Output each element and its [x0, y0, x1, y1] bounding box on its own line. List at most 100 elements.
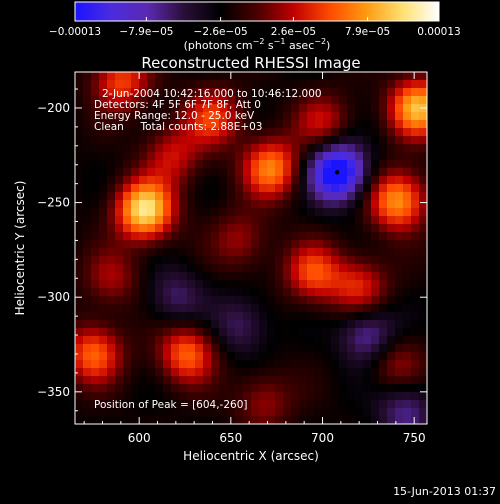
heatmap-cell	[163, 128, 172, 137]
heatmap-cell	[259, 352, 268, 361]
heatmap-cell	[155, 128, 164, 137]
heatmap-cell	[419, 96, 427, 105]
heatmap-cell	[355, 128, 364, 137]
heatmap-cell	[371, 104, 380, 113]
heatmap-cell	[379, 248, 388, 257]
heatmap-cell	[147, 240, 156, 249]
heatmap-cell	[307, 96, 316, 105]
heatmap-cell	[275, 384, 284, 393]
heatmap-cell	[195, 232, 204, 241]
heatmap-cell	[211, 408, 220, 417]
heatmap-cell	[411, 320, 420, 329]
heatmap-cell	[299, 80, 308, 89]
heatmap-cell	[411, 72, 420, 81]
heatmap-cell	[347, 200, 356, 209]
heatmap-cell	[395, 120, 404, 129]
heatmap-cell	[259, 384, 268, 393]
heatmap-cell	[147, 272, 156, 281]
heatmap-cell	[251, 384, 260, 393]
heatmap-cell	[147, 344, 156, 353]
heatmap-cell	[227, 336, 236, 345]
footer-date: 15-Jun-2013 01:37	[393, 485, 496, 498]
heatmap-cell	[219, 152, 228, 161]
heatmap-cell	[219, 224, 228, 233]
heatmap-cell	[187, 264, 196, 273]
heatmap-cell	[275, 248, 284, 257]
heatmap-cell	[179, 240, 188, 249]
heatmap-cell	[203, 72, 212, 81]
heatmap-cell	[323, 248, 332, 257]
heatmap-cell	[395, 160, 404, 169]
heatmap-cell	[107, 144, 116, 153]
heatmap-cell	[315, 184, 324, 193]
heatmap-cell	[299, 112, 308, 121]
heatmap-cell	[163, 152, 172, 161]
chart-title: Reconstructed RHESSI Image	[141, 54, 360, 72]
heatmap-cell	[403, 336, 412, 345]
heatmap-cell	[155, 368, 164, 377]
heatmap-cell	[291, 184, 300, 193]
heatmap-cell	[99, 272, 108, 281]
heatmap-cell	[267, 80, 276, 89]
heatmap-cell	[131, 400, 140, 409]
heatmap-cell	[315, 344, 324, 353]
heatmap-cell	[315, 112, 324, 121]
heatmap-cell	[115, 144, 124, 153]
heatmap-cell	[259, 264, 268, 273]
heatmap-cell	[171, 216, 180, 225]
heatmap-cell	[323, 312, 332, 321]
heatmap-cell	[283, 104, 292, 113]
heatmap-cell	[179, 280, 188, 289]
heatmap-cell	[187, 168, 196, 177]
heatmap-cell	[171, 400, 180, 409]
heatmap-cell	[163, 320, 172, 329]
heatmap-cell	[419, 160, 427, 169]
heatmap-cell	[251, 304, 260, 313]
heatmap-cell	[123, 400, 132, 409]
heatmap-cell	[195, 376, 204, 385]
heatmap-cell	[259, 224, 268, 233]
heatmap-cell	[115, 120, 124, 129]
heatmap-cell	[123, 192, 132, 201]
heatmap-cell	[267, 368, 276, 377]
heatmap-cell	[179, 80, 188, 89]
heatmap-cell	[387, 280, 396, 289]
heatmap-cell	[107, 320, 116, 329]
heatmap-cell	[179, 88, 188, 97]
heatmap-cell	[267, 208, 276, 217]
heatmap-cell	[107, 104, 116, 113]
heatmap-cell	[323, 304, 332, 313]
heatmap-cell	[363, 376, 372, 385]
heatmap-cell	[379, 80, 388, 89]
heatmap-cell	[403, 128, 412, 137]
heatmap-cell	[203, 80, 212, 89]
heatmap-cell	[387, 232, 396, 241]
heatmap-cell	[315, 376, 324, 385]
heatmap-cell	[131, 376, 140, 385]
heatmap-cell	[219, 168, 228, 177]
heatmap-cell	[219, 160, 228, 169]
heatmap-cell	[107, 288, 116, 297]
heatmap-cell	[75, 256, 84, 265]
heatmap-cell	[315, 160, 324, 169]
heatmap-cell	[323, 96, 332, 105]
heatmap-cell	[235, 280, 244, 289]
heatmap-cell	[227, 400, 236, 409]
heatmap-cell	[275, 264, 284, 273]
heatmap-cell	[283, 384, 292, 393]
heatmap-cell	[299, 120, 308, 129]
heatmap-cell	[411, 96, 420, 105]
heatmap-cell	[299, 408, 308, 417]
heatmap-cell	[227, 112, 236, 121]
heatmap-cell	[347, 208, 356, 217]
heatmap-cell	[219, 80, 228, 89]
heatmap-cell	[339, 384, 348, 393]
heatmap-cell	[179, 248, 188, 257]
heatmap-cell	[139, 320, 148, 329]
heatmap-cell	[187, 216, 196, 225]
heatmap-cell	[267, 160, 276, 169]
heatmap-cell	[347, 72, 356, 81]
heatmap-cell	[283, 352, 292, 361]
heatmap-cell	[171, 376, 180, 385]
heatmap-cell	[419, 256, 427, 265]
